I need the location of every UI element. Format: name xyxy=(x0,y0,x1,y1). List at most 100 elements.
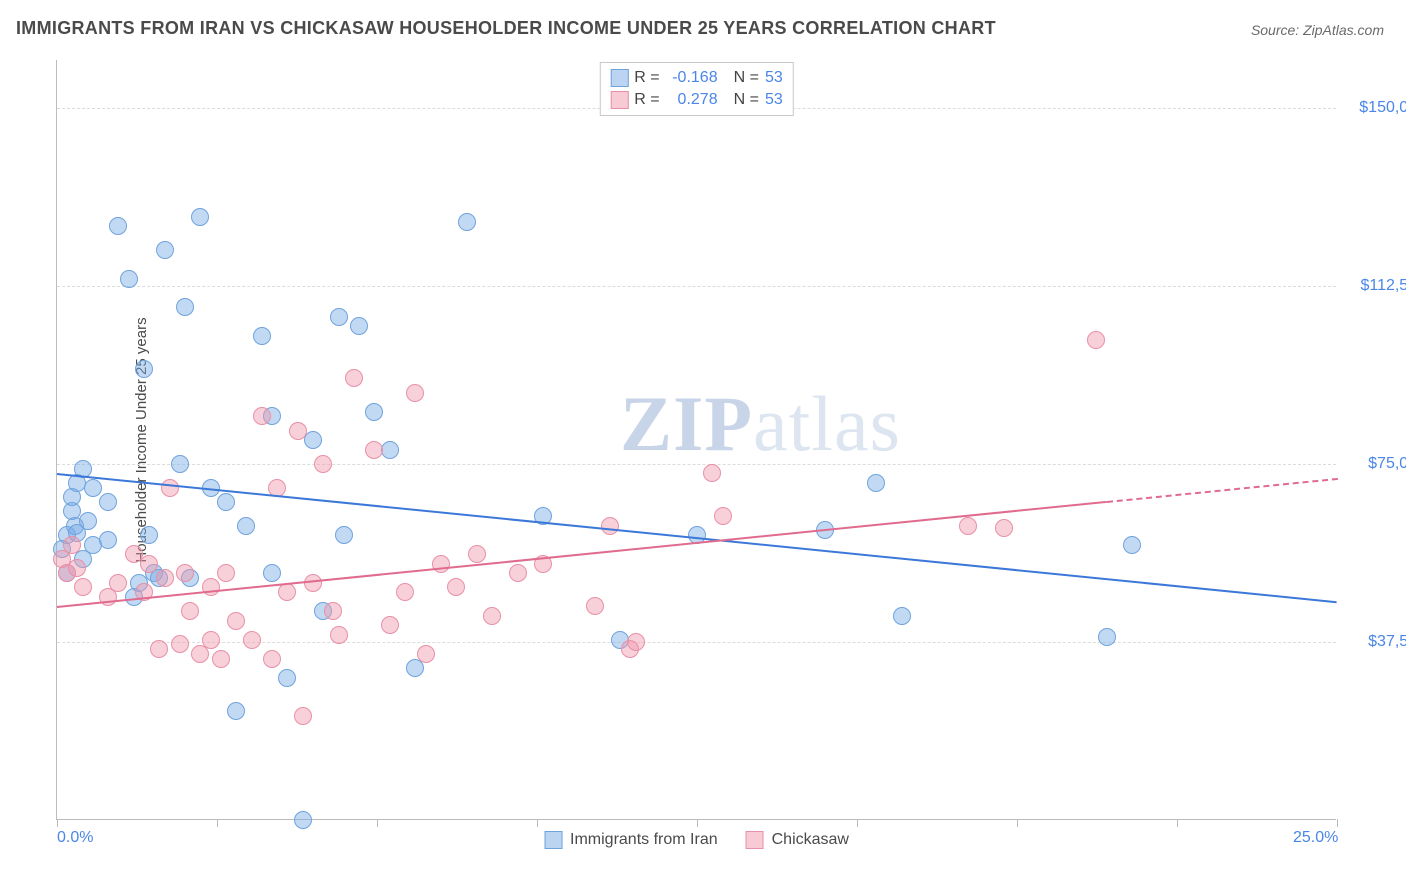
gridline xyxy=(57,464,1336,465)
data-point-iran xyxy=(381,441,399,459)
legend-iran-label: Immigrants from Iran xyxy=(570,831,718,849)
data-point-chickasaw xyxy=(417,645,435,663)
trendline xyxy=(57,473,1337,603)
legend-n-label: N = xyxy=(734,91,759,109)
x-tick xyxy=(537,819,538,827)
data-point-iran xyxy=(458,213,476,231)
legend-row-chickasaw: R = 0.278 N = 53 xyxy=(610,89,782,111)
data-point-iran xyxy=(867,474,885,492)
data-point-chickasaw xyxy=(227,612,245,630)
data-point-chickasaw xyxy=(63,536,81,554)
data-point-chickasaw xyxy=(627,633,645,651)
swatch-blue-icon xyxy=(544,831,562,849)
data-point-chickasaw xyxy=(212,650,230,668)
data-point-iran xyxy=(79,512,97,530)
data-point-iran xyxy=(335,526,353,544)
data-point-chickasaw xyxy=(330,626,348,644)
data-point-iran xyxy=(253,327,271,345)
watermark-bold: ZIP xyxy=(620,380,753,467)
y-tick-label: $75,000 xyxy=(1346,455,1406,473)
data-point-iran xyxy=(263,564,281,582)
data-point-iran xyxy=(156,241,174,259)
watermark: ZIPatlas xyxy=(620,379,901,469)
data-point-iran xyxy=(237,517,255,535)
legend-row-iran: R = -0.168 N = 53 xyxy=(610,67,782,89)
data-point-chickasaw xyxy=(263,650,281,668)
data-point-chickasaw xyxy=(171,635,189,653)
data-point-iran xyxy=(135,360,153,378)
data-point-iran xyxy=(304,431,322,449)
legend-iran-n: 53 xyxy=(765,69,783,87)
data-point-chickasaw xyxy=(381,616,399,634)
data-point-iran xyxy=(330,308,348,326)
watermark-rest: atlas xyxy=(753,380,901,467)
y-tick-label: $37,500 xyxy=(1346,633,1406,651)
gridline xyxy=(57,286,1336,287)
data-point-chickasaw xyxy=(959,517,977,535)
data-point-chickasaw xyxy=(278,583,296,601)
x-tick xyxy=(857,819,858,827)
x-tick-label: 25.0% xyxy=(1293,829,1338,847)
x-tick-label: 0.0% xyxy=(57,829,93,847)
data-point-iran xyxy=(1123,536,1141,554)
trendline xyxy=(57,501,1107,608)
data-point-iran xyxy=(171,455,189,473)
data-point-chickasaw xyxy=(150,640,168,658)
data-point-chickasaw xyxy=(345,369,363,387)
data-point-iran xyxy=(140,526,158,544)
data-point-chickasaw xyxy=(714,507,732,525)
data-point-iran xyxy=(99,531,117,549)
source-label: Source: ZipAtlas.com xyxy=(1251,22,1384,38)
data-point-chickasaw xyxy=(601,517,619,535)
data-point-chickasaw xyxy=(289,422,307,440)
plot-area: Householder Income Under 25 years ZIPatl… xyxy=(56,60,1336,820)
data-point-chickasaw xyxy=(314,455,332,473)
data-point-chickasaw xyxy=(703,464,721,482)
data-point-chickasaw xyxy=(140,555,158,573)
data-point-iran xyxy=(1098,628,1116,646)
x-tick xyxy=(217,819,218,827)
data-point-chickasaw xyxy=(109,574,127,592)
data-point-chickasaw xyxy=(1087,331,1105,349)
legend-chickasaw-label: Chickasaw xyxy=(772,831,849,849)
data-point-iran xyxy=(99,493,117,511)
data-point-iran xyxy=(294,811,312,829)
data-point-chickasaw xyxy=(396,583,414,601)
legend-item-iran: Immigrants from Iran xyxy=(544,831,718,849)
legend-item-chickasaw: Chickasaw xyxy=(746,831,849,849)
data-point-chickasaw xyxy=(468,545,486,563)
chart-container: Householder Income Under 25 years ZIPatl… xyxy=(56,60,1386,840)
data-point-chickasaw xyxy=(202,578,220,596)
data-point-chickasaw xyxy=(181,602,199,620)
legend-r-label: R = xyxy=(634,91,659,109)
x-tick xyxy=(1337,819,1338,827)
data-point-chickasaw xyxy=(243,631,261,649)
data-point-iran xyxy=(365,403,383,421)
x-tick xyxy=(1017,819,1018,827)
data-point-iran xyxy=(350,317,368,335)
x-tick xyxy=(57,819,58,827)
correlation-legend: R = -0.168 N = 53 R = 0.278 N = 53 xyxy=(599,62,793,116)
legend-n-label: N = xyxy=(734,69,759,87)
x-tick xyxy=(697,819,698,827)
data-point-chickasaw xyxy=(202,631,220,649)
data-point-chickasaw xyxy=(161,479,179,497)
data-point-chickasaw xyxy=(483,607,501,625)
data-point-chickasaw xyxy=(294,707,312,725)
data-point-iran xyxy=(227,702,245,720)
data-point-chickasaw xyxy=(509,564,527,582)
data-point-chickasaw xyxy=(74,578,92,596)
y-tick-label: $112,500 xyxy=(1346,277,1406,295)
swatch-pink-icon xyxy=(610,91,628,109)
legend-iran-r: -0.168 xyxy=(666,69,718,87)
y-tick-label: $150,000 xyxy=(1346,99,1406,117)
series-legend: Immigrants from Iran Chickasaw xyxy=(544,831,849,849)
data-point-chickasaw xyxy=(324,602,342,620)
x-tick xyxy=(1177,819,1178,827)
data-point-chickasaw xyxy=(365,441,383,459)
swatch-blue-icon xyxy=(610,69,628,87)
data-point-iran xyxy=(191,208,209,226)
legend-r-label: R = xyxy=(634,69,659,87)
legend-chickasaw-n: 53 xyxy=(765,91,783,109)
data-point-iran xyxy=(893,607,911,625)
